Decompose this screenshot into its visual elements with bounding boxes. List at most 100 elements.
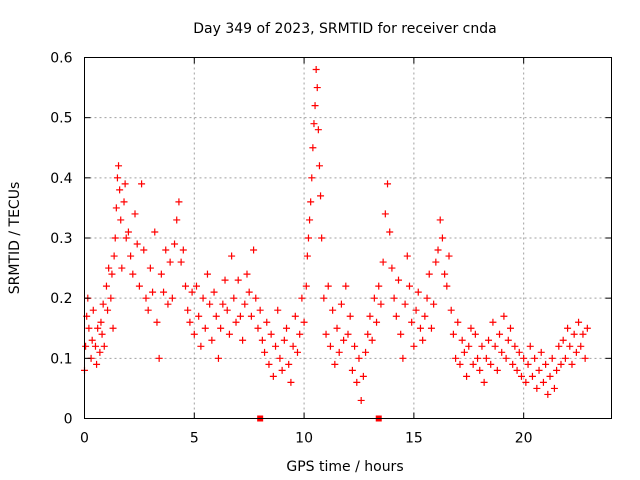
data-point — [348, 366, 356, 374]
data-point — [311, 102, 319, 110]
data-point — [322, 330, 330, 338]
data-point — [432, 258, 440, 266]
data-point — [278, 366, 286, 374]
data-point — [313, 84, 321, 92]
data-point — [97, 318, 105, 326]
data-point — [331, 360, 339, 368]
data-point — [287, 378, 295, 386]
data-point — [166, 258, 174, 266]
data-point — [357, 396, 365, 404]
data-point — [315, 162, 323, 170]
data-point — [256, 306, 264, 314]
data-point — [291, 312, 299, 320]
data-point — [324, 282, 332, 290]
data-point — [524, 360, 532, 368]
data-point — [572, 348, 580, 356]
data-point — [111, 234, 119, 242]
data-point — [364, 330, 372, 338]
data-point — [151, 228, 159, 236]
data-point — [168, 294, 176, 302]
data-point — [517, 372, 525, 380]
data-point — [379, 258, 387, 266]
data-point — [318, 234, 326, 242]
data-point — [476, 366, 484, 374]
data-point — [171, 240, 179, 248]
data-point — [177, 258, 185, 266]
data-point — [515, 348, 523, 356]
data-point — [502, 354, 510, 362]
data-point — [410, 342, 418, 350]
data-point — [129, 270, 137, 278]
data-point — [107, 294, 115, 302]
data-point — [188, 288, 196, 296]
data-point — [493, 366, 501, 374]
data-point — [485, 336, 493, 344]
data-point — [293, 348, 301, 356]
data-point — [135, 282, 143, 290]
data-point — [144, 306, 152, 314]
data-point — [340, 336, 348, 344]
data-point — [401, 300, 409, 308]
data-point — [88, 336, 96, 344]
data-point — [434, 246, 442, 254]
data-point — [309, 144, 317, 152]
data-point — [381, 210, 389, 218]
data-point — [463, 372, 471, 380]
data-point — [173, 216, 181, 224]
data-point — [482, 354, 490, 362]
data-point — [263, 318, 271, 326]
y-tick-label: 0.2 — [50, 291, 72, 307]
data-point — [138, 180, 146, 188]
data-point — [124, 228, 132, 236]
data-point — [458, 336, 466, 344]
x-tick-label: 20 — [515, 431, 533, 447]
data-point — [531, 354, 539, 362]
data-point — [89, 306, 97, 314]
data-point — [186, 318, 194, 326]
data-point — [197, 342, 205, 350]
data-point — [140, 246, 148, 254]
data-point — [82, 342, 90, 350]
x-tick-label: 10 — [295, 431, 313, 447]
data-point — [456, 360, 464, 368]
data-point — [511, 342, 519, 350]
plot-frame — [84, 57, 612, 419]
data-point — [471, 330, 479, 338]
data-point — [436, 216, 444, 224]
data-point — [314, 126, 322, 134]
data-point — [353, 378, 361, 386]
data-point — [239, 336, 247, 344]
data-point — [377, 300, 385, 308]
data-point — [412, 306, 420, 314]
data-point — [153, 318, 161, 326]
data-point — [474, 354, 482, 362]
data-point — [366, 312, 374, 320]
data-point — [110, 252, 118, 260]
data-point — [157, 270, 165, 278]
data-point — [228, 252, 236, 260]
data-point — [85, 324, 93, 332]
data-point — [105, 264, 113, 272]
data-point — [375, 282, 383, 290]
data-point — [296, 330, 304, 338]
data-point — [566, 342, 574, 350]
data-point — [104, 306, 112, 314]
data-point — [386, 228, 394, 236]
data-point — [579, 330, 587, 338]
data-point — [182, 282, 190, 290]
data-point — [250, 246, 258, 254]
data-point — [285, 360, 293, 368]
data-point — [399, 354, 407, 362]
data-point — [359, 372, 367, 380]
data-point — [329, 306, 337, 314]
data-point — [408, 318, 416, 326]
data-point — [99, 300, 107, 308]
data-point — [449, 330, 457, 338]
data-point — [203, 270, 211, 278]
data-point — [344, 330, 352, 338]
data-point — [403, 252, 411, 260]
data-point — [537, 348, 545, 356]
data-point — [225, 330, 233, 338]
data-point — [160, 288, 168, 296]
data-point — [384, 180, 392, 188]
